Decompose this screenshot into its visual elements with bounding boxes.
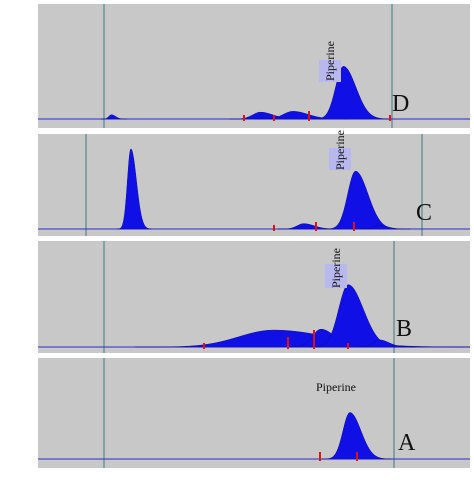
panel-a-peaks bbox=[322, 412, 392, 460]
chromatogram-peak bbox=[358, 225, 411, 230]
panel-b-peak-label-box bbox=[325, 264, 347, 288]
panel-b-peak-label: Piperine bbox=[329, 248, 343, 288]
panel-c-peak-label-box bbox=[329, 148, 351, 170]
panel-d-background bbox=[38, 4, 470, 128]
panel-a-letter: A bbox=[398, 430, 416, 456]
panel-b-peaks bbox=[134, 284, 471, 348]
panel-a: Piperine A bbox=[38, 358, 470, 468]
panel-d-integration-marks bbox=[243, 111, 391, 121]
chromatogram-peak bbox=[322, 412, 392, 460]
integration-mark bbox=[287, 337, 289, 349]
chromatogram-peak bbox=[116, 148, 152, 230]
panel-c-letter: C bbox=[416, 200, 432, 226]
integration-mark bbox=[273, 115, 275, 121]
panel-d-peak-label-box bbox=[319, 60, 341, 82]
integration-mark bbox=[356, 452, 358, 461]
chromatogram-peak bbox=[101, 114, 127, 120]
panel-d: Piperine D bbox=[38, 4, 470, 128]
chromatogram-peak bbox=[312, 66, 391, 120]
panel-c-peaks bbox=[116, 148, 411, 230]
panel-b: Piperine B bbox=[38, 241, 471, 353]
panel-d-letter: D bbox=[392, 91, 409, 117]
panel-c-integration-marks bbox=[273, 222, 355, 231]
integration-mark bbox=[353, 222, 355, 231]
panel-d-peak-label: Piperine bbox=[323, 41, 337, 81]
chromatogram-peak bbox=[355, 339, 416, 348]
integration-mark bbox=[319, 452, 321, 461]
panel-c-background bbox=[38, 134, 470, 236]
panel-b-letter: B bbox=[396, 316, 412, 342]
integration-mark bbox=[203, 343, 205, 349]
integration-mark bbox=[313, 330, 315, 349]
panel-a-integration-marks bbox=[319, 452, 358, 461]
integration-mark bbox=[308, 111, 310, 121]
integration-mark bbox=[315, 222, 317, 231]
panel-a-peak-label: Piperine bbox=[316, 380, 356, 394]
panel-b-integration-marks bbox=[203, 330, 349, 349]
integration-mark bbox=[273, 225, 275, 231]
chromatogram-peak bbox=[134, 329, 471, 348]
integration-mark bbox=[243, 115, 245, 121]
panel-d-peaks bbox=[101, 66, 391, 120]
integration-mark bbox=[347, 343, 349, 349]
panel-c: Piperine C bbox=[38, 130, 470, 236]
panel-c-peak-label: Piperine bbox=[333, 130, 347, 170]
integration-mark bbox=[389, 115, 391, 121]
panel-a-background bbox=[38, 358, 470, 468]
